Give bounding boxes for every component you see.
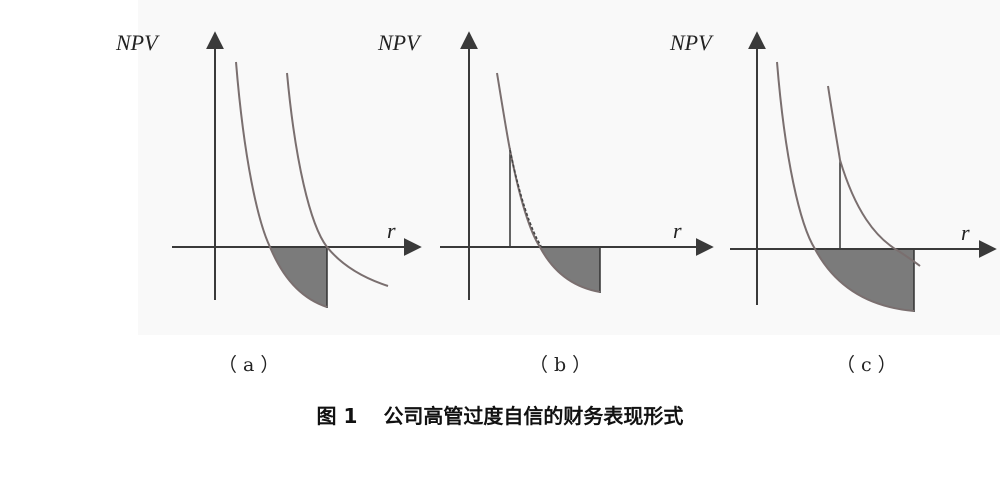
- panel-b-sublabel: （b）: [529, 354, 598, 376]
- panel-c-y-label: NPV: [669, 30, 714, 55]
- npv-diagram: NPV r NPV r NPV r: [115, 30, 997, 312]
- panel-a-curve-1: [235, 61, 328, 308]
- panel-b: NPV r: [377, 30, 714, 300]
- caption-title: 公司高管过度自信的财务表现形式: [383, 404, 684, 428]
- panel-a: NPV r: [115, 30, 422, 308]
- panel-c-shaded-region: [815, 249, 914, 311]
- panel-a-shaded-region: [270, 247, 327, 307]
- panel-a-x-label: r: [387, 218, 396, 243]
- panel-b-curve-2: [509, 149, 542, 247]
- caption-label: 图 1: [316, 404, 358, 428]
- panel-c-curve-2: [827, 85, 921, 267]
- panel-c-sublabel: （c）: [836, 354, 903, 376]
- panel-c: NPV r: [669, 30, 997, 312]
- panel-b-curve-1: [496, 72, 601, 293]
- panel-a-curve-2: [286, 72, 389, 287]
- panel-c-curve-1: [776, 61, 915, 312]
- figure-caption: 图 1 公司高管过度自信的财务表现形式: [0, 400, 1000, 429]
- panel-a-y-label: NPV: [115, 30, 160, 55]
- panel-b-shaded-region: [540, 247, 600, 292]
- panel-b-y-label: NPV: [377, 30, 422, 55]
- panel-a-sublabel: （a）: [218, 354, 286, 376]
- panel-c-x-label: r: [961, 220, 970, 245]
- panel-b-x-label: r: [673, 218, 682, 243]
